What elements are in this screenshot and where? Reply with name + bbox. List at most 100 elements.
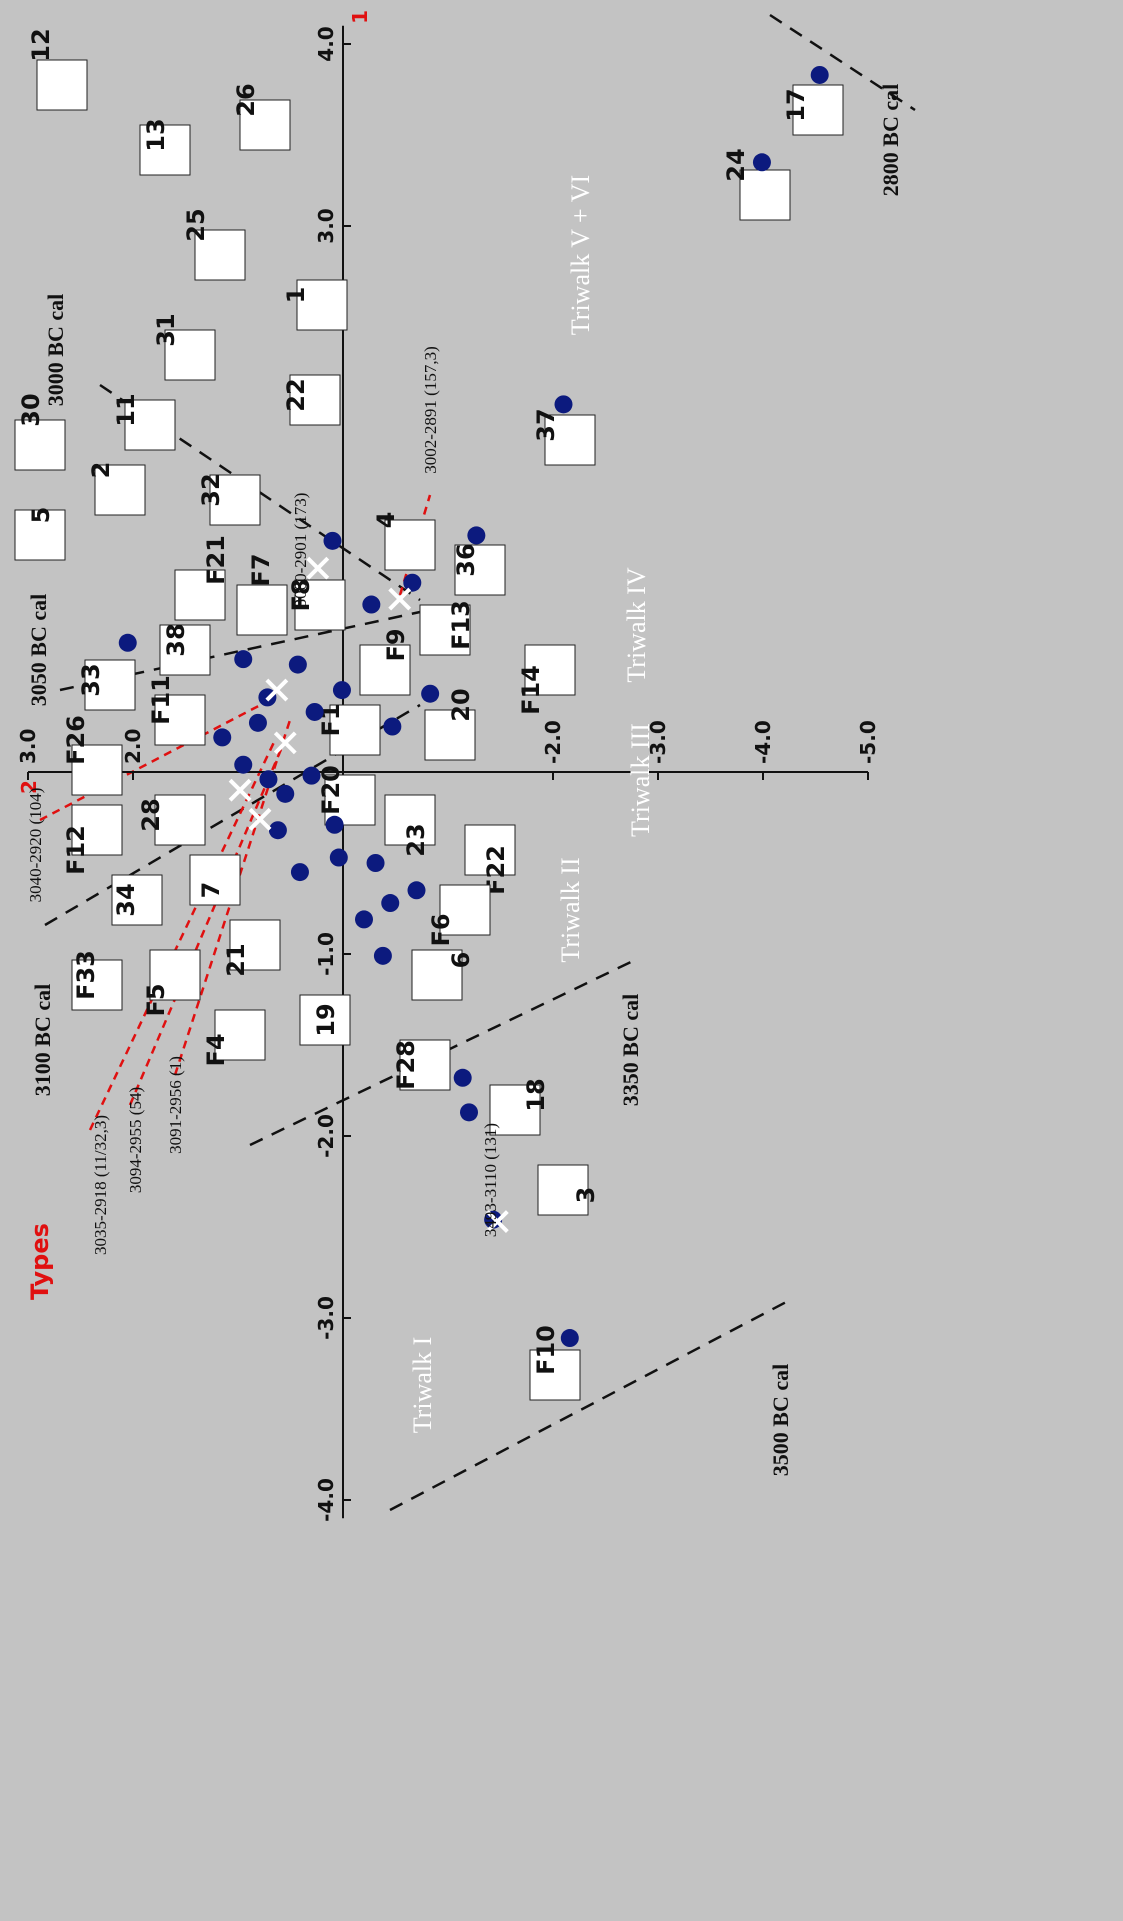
- type-label: 28: [137, 798, 165, 831]
- type-thumbnail: [111, 874, 163, 926]
- date-line: [88, 739, 277, 1131]
- type-thumbnail: [71, 744, 123, 796]
- type-thumbnail: [384, 794, 436, 846]
- type-thumbnail: [524, 644, 576, 696]
- date-label: 3035-2918 (11/32,3): [91, 1115, 110, 1255]
- type-thumbnail: [154, 694, 206, 746]
- date-line: [128, 739, 287, 1106]
- type-label: 17: [782, 88, 810, 121]
- point: [325, 815, 344, 834]
- x-tick-label: -2.0: [314, 1114, 338, 1158]
- type-label: 32: [197, 473, 225, 506]
- x-marker: [485, 1210, 509, 1233]
- type-label: 31: [152, 313, 180, 346]
- boundary-label: 2800 BC cal: [878, 84, 903, 196]
- type-thumbnail: [149, 949, 201, 1001]
- type-thumbnail: [194, 229, 246, 281]
- type-label: 18: [522, 1078, 550, 1111]
- type-thumbnail: [537, 1164, 589, 1216]
- y-tick-label: -3.0: [646, 720, 670, 764]
- x-marker: [265, 678, 289, 702]
- plot: -4.0 -3.0 -2.0 -1.0 3.0 4.0 3.0 2.0 -2.0 -3.0 -4.0…: [14, 10, 916, 1522]
- point: [118, 633, 137, 652]
- type-label: F4: [202, 1033, 230, 1066]
- point: [302, 766, 321, 785]
- point: [290, 863, 309, 882]
- point: [554, 395, 573, 414]
- type-label: F28: [392, 1040, 420, 1090]
- type-thumbnail: [164, 329, 216, 381]
- y-tick-label: 2.0: [121, 729, 145, 764]
- point: [362, 595, 381, 614]
- type-label: F8: [287, 578, 315, 611]
- type-thumbnail: [189, 854, 241, 906]
- type-label: 26: [232, 83, 260, 116]
- period-label: Triwalk II: [556, 857, 585, 962]
- type-label: 21: [222, 943, 250, 976]
- chart-title: Types: [26, 1223, 54, 1300]
- type-thumbnail: [489, 1084, 541, 1136]
- x-tick-label: 3.0: [314, 208, 338, 243]
- type-thumbnail: [71, 804, 123, 856]
- x-tick-label: 4.0: [314, 26, 338, 61]
- type-label: 2: [87, 462, 115, 479]
- y-tick-label: -2.0: [541, 720, 565, 764]
- type-thumbnail: [154, 794, 206, 846]
- point: [403, 573, 422, 592]
- point: [213, 728, 232, 747]
- period-label: Triwalk V + VI: [566, 175, 595, 335]
- date-label: 3091-2956 (1): [166, 1056, 185, 1154]
- type-thumbnail: [209, 474, 261, 526]
- type-label: 5: [27, 507, 55, 524]
- boundary-label: 3100 BC cal: [30, 984, 55, 1096]
- type-thumbnail: [792, 84, 844, 136]
- type-label: F5: [142, 983, 170, 1016]
- point: [268, 821, 287, 840]
- type-thumbnail: [299, 994, 351, 1046]
- type-thumbnail: [124, 399, 176, 451]
- type-thumbnail: [419, 604, 471, 656]
- type-label: 11: [112, 393, 140, 426]
- type-thumbnail: [84, 659, 136, 711]
- type-label: 13: [142, 118, 170, 151]
- point: [421, 684, 440, 703]
- boundary-label: 3500 BC cal: [768, 1364, 793, 1476]
- type-label: F11: [147, 675, 175, 725]
- x-tick-label: -3.0: [314, 1296, 338, 1340]
- type-thumbnail: [94, 464, 146, 516]
- type-label: 4: [372, 512, 400, 529]
- point: [355, 910, 373, 929]
- type-thumbnail: [289, 374, 341, 426]
- type-label: F20: [317, 765, 345, 815]
- type-thumbnail: [359, 644, 411, 696]
- type-thumbnail: [139, 124, 191, 176]
- x-marker: [228, 778, 252, 802]
- type-thumbnail: [324, 774, 376, 826]
- type-label: F26: [62, 715, 90, 765]
- point: [381, 894, 400, 913]
- type-thumbnail: [214, 1009, 266, 1061]
- point: [323, 531, 342, 550]
- type-label: 12: [27, 28, 55, 61]
- type-thumbnail: [294, 579, 346, 631]
- type-label: 33: [77, 663, 105, 696]
- type-thumbnail: [424, 709, 476, 761]
- x-axis-label: 1: [348, 10, 372, 24]
- type-label: F14: [517, 665, 545, 715]
- date-label: 3002-2891 (157,3): [421, 346, 440, 473]
- type-label: F12: [62, 825, 90, 875]
- x-marker: [388, 587, 412, 611]
- point: [276, 784, 295, 803]
- type-thumbnail: [14, 419, 66, 471]
- type-thumbnail: [174, 569, 226, 621]
- type-thumbnail: [229, 919, 281, 971]
- type-thumbnail: [399, 1039, 451, 1091]
- x-tick-label: -1.0: [314, 932, 338, 976]
- date-label: 3000-2901 (173): [291, 493, 310, 608]
- point: [373, 946, 392, 965]
- y-tick-label: 3.0: [16, 729, 40, 764]
- type-label: 37: [532, 408, 560, 441]
- date-line: [39, 698, 271, 822]
- boundary-label: 3050 BC cal: [26, 594, 51, 706]
- point: [259, 770, 278, 789]
